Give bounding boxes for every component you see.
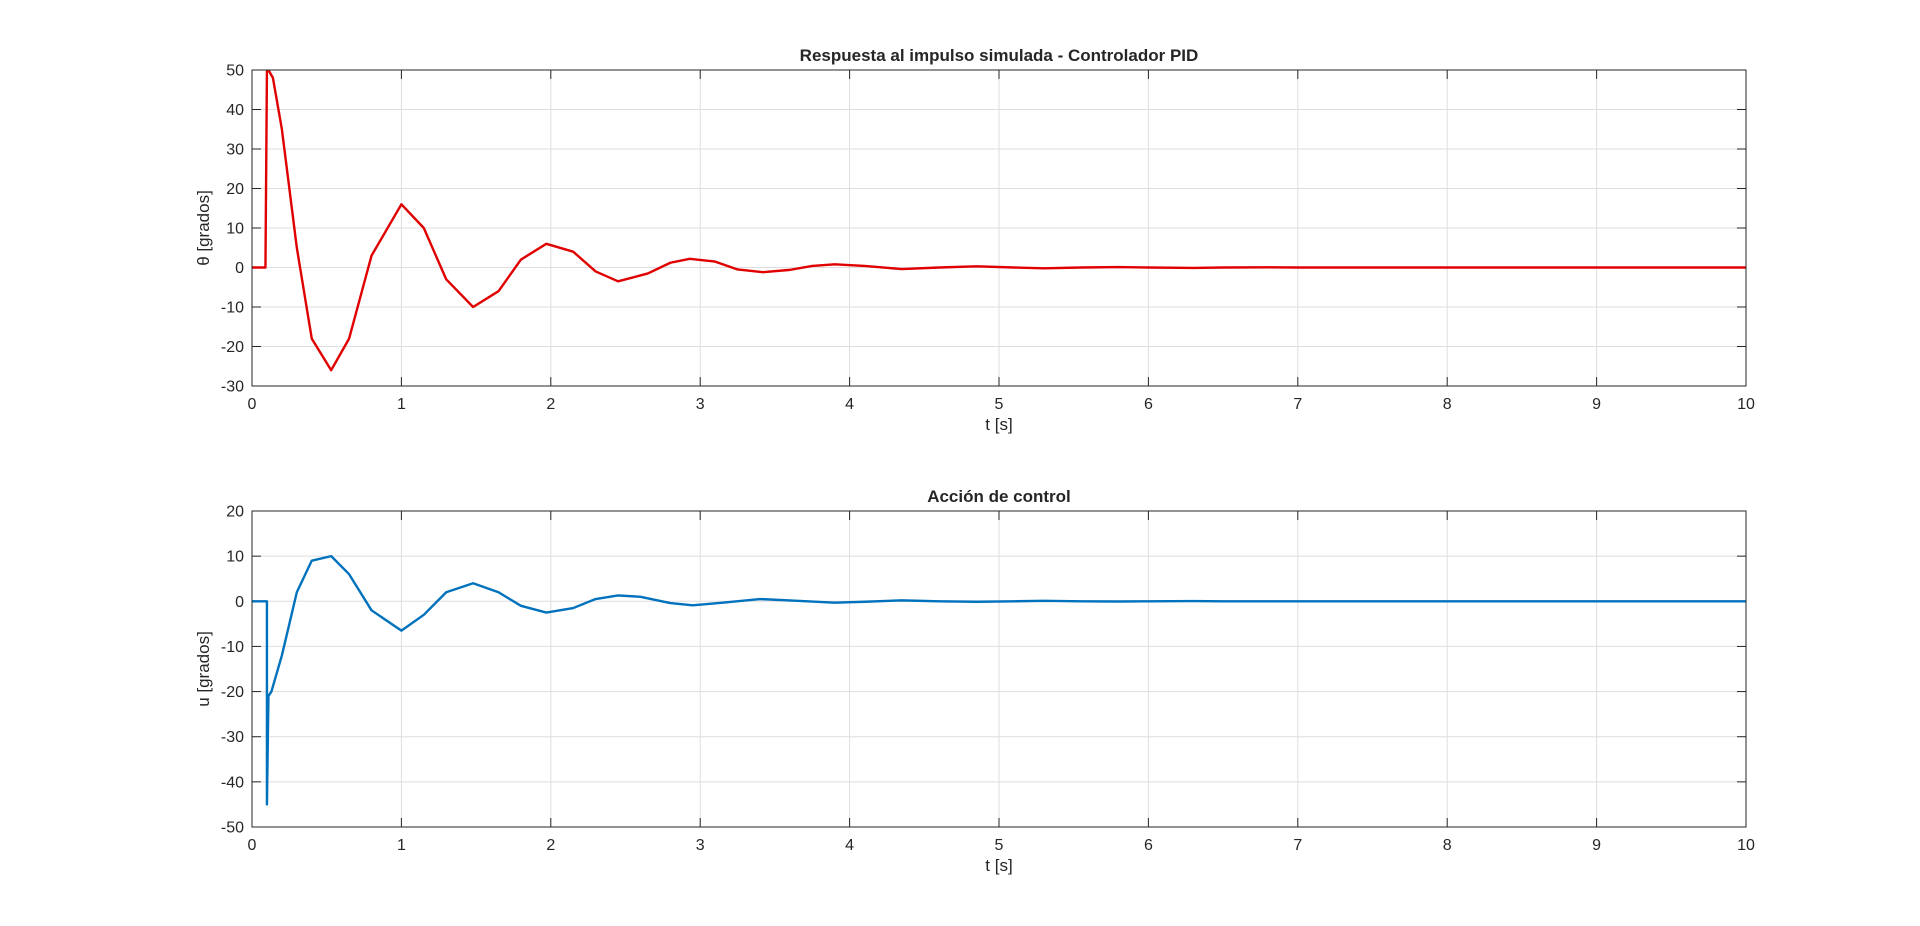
top-axes-frame [251,69,1747,387]
bottom-x-tick-label: 8 [1443,837,1452,854]
bottom-x-tick-label: 1 [397,837,406,854]
top-x-tick-label: 10 [1737,396,1755,413]
top-x-tick-label: 6 [1144,396,1153,413]
bottom-y-tick-label: -20 [221,684,244,701]
top-series-line [252,70,1746,372]
bottom-series-line [252,554,1746,806]
bottom-x-tick-label: 9 [1592,837,1601,854]
bottom-x-tick-label: 6 [1144,837,1153,854]
bottom-x-tick-label: 10 [1737,837,1755,854]
top-y-tick-label: 50 [226,63,244,80]
top-subplot: 0 1 2 3 4 5 6 7 8 9 10 -30 -20 -10 0 10 20 30 40 50 Respuest… [194,46,1755,434]
top-y-tick-label: -20 [221,339,244,356]
bottom-y-tick-label: 10 [226,549,244,566]
bottom-subplot: 0 1 2 3 4 5 6 7 8 9 10 -50 -40 -30 -20 -10 0 10 20 Acción d… [194,487,1755,875]
top-y-tick-label: -30 [221,379,244,396]
bottom-x-tick-label: 7 [1293,837,1302,854]
bottom-y-tick-label: -40 [221,774,244,791]
bottom-x-tick-label: 4 [845,837,854,854]
top-y-tick-label: 10 [226,221,244,238]
bottom-x-tick-label: 0 [248,837,257,854]
bottom-x-tick-label: 2 [546,837,555,854]
bottom-y-tick-label: -50 [221,820,244,837]
top-x-axis-label: t [s] [985,415,1012,434]
bottom-y-tick-label: -10 [221,639,244,656]
top-chart-title: Respuesta al impulso simulada - Controla… [800,46,1199,65]
top-x-tick-label: 7 [1293,396,1302,413]
top-x-tick-label: 0 [248,396,257,413]
top-x-tick-label: 8 [1443,396,1452,413]
top-y-axis-label: θ [grados] [194,190,213,266]
bottom-y-tick-label: -30 [221,729,244,746]
top-x-tick-label: 1 [397,396,406,413]
top-y-tick-label: 20 [226,181,244,198]
top-y-tick-label: 30 [226,142,244,159]
bottom-y-tick-label: 20 [226,504,244,521]
top-x-tick-label: 9 [1592,396,1601,413]
top-y-tick-label: 0 [235,260,244,277]
bottom-y-axis-label: u [grados] [194,631,213,707]
bottom-x-tick-label: 3 [696,837,705,854]
bottom-x-axis-label: t [s] [985,856,1012,875]
top-x-tick-label: 4 [845,396,854,413]
top-x-tick-label: 5 [995,396,1004,413]
bottom-axes-frame [251,510,1747,828]
bottom-x-tick-label: 5 [995,837,1004,854]
top-y-tick-label: -10 [221,300,244,317]
bottom-y-tick-label: 0 [235,594,244,611]
top-y-tick-label: 40 [226,102,244,119]
top-x-tick-label: 3 [696,396,705,413]
top-x-tick-label: 2 [546,396,555,413]
bottom-chart-title: Acción de control [927,487,1071,506]
